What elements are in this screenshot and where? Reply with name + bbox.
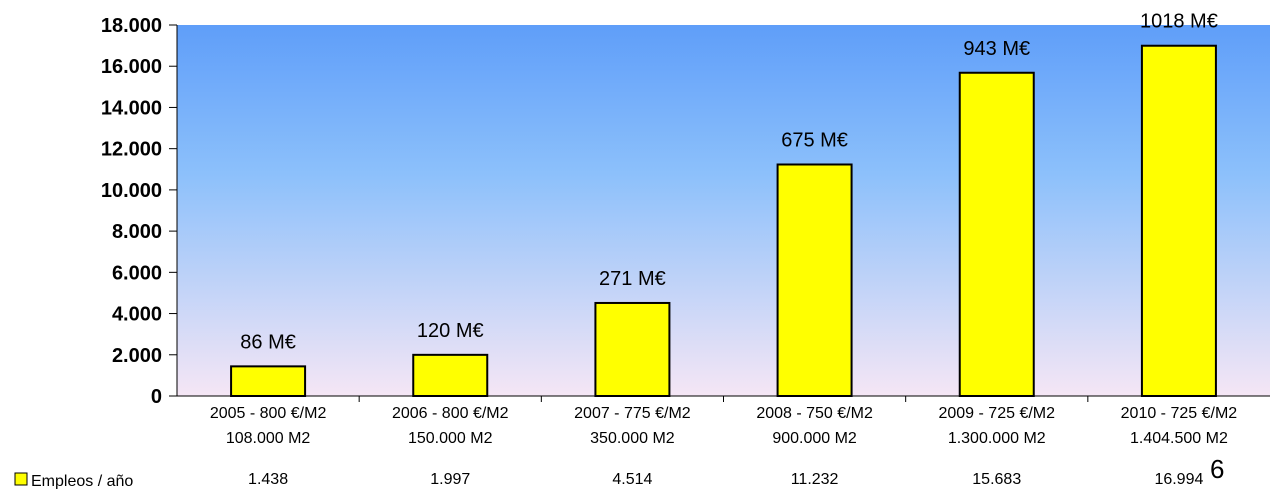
x-category-label: 2006 - 800 €/M2	[392, 405, 509, 422]
x-category-label: 1.300.000 M2	[948, 430, 1046, 447]
y-tick-label: 0	[151, 386, 162, 408]
x-category-label: 108.000 M2	[226, 430, 311, 447]
page-number: 6	[1210, 454, 1224, 484]
y-tick-label: 14.000	[101, 97, 162, 119]
y-tick-label: 6.000	[112, 262, 162, 284]
table-value: 1.438	[248, 471, 288, 488]
x-category-label: 2009 - 725 €/M2	[938, 405, 1055, 422]
data-label: 1018 M€	[1140, 11, 1218, 33]
bar	[412, 353, 489, 397]
y-tick-label: 2.000	[112, 345, 162, 367]
bar	[958, 71, 1035, 397]
y-tick-label: 12.000	[101, 139, 162, 161]
data-label: 120 M€	[417, 320, 484, 342]
x-category-label: 2007 - 775 €/M2	[574, 405, 691, 422]
data-label: 271 M€	[599, 268, 666, 290]
x-axis-labels: 2005 - 800 €/M2 108.000 M2 2006 - 800 €/M2…	[210, 396, 1237, 447]
x-category-label: 900.000 M2	[772, 430, 857, 447]
legend-swatch	[14, 472, 28, 486]
table-value: 4.514	[612, 471, 652, 488]
table-value: 1.997	[430, 471, 470, 488]
data-labels: 86 M€ 120 M€ 271 M€ 675 M€ 943 M€ 1018 M€	[240, 11, 1218, 354]
legend-table: Empleos / año	[14, 472, 133, 489]
y-tick-label: 16.000	[101, 56, 162, 78]
y-axis-ticks: 0 2.000 4.000 6.000 8.000 10.000 12.000 14.000 1…	[101, 15, 177, 408]
table-values: 1.438 1.997 4.514 11.232 15.683 16.994	[248, 471, 1203, 488]
table-value: 16.994	[1154, 471, 1203, 488]
x-category-label: 2008 - 750 €/M2	[756, 405, 873, 422]
x-category-label: 2010 - 725 €/M2	[1121, 405, 1238, 422]
x-category-label: 1.404.500 M2	[1130, 430, 1228, 447]
y-tick-label: 10.000	[101, 180, 162, 202]
data-label: 675 M€	[781, 129, 848, 151]
bar	[1140, 44, 1217, 398]
x-category-label: 150.000 M2	[408, 430, 493, 447]
x-category-label: 350.000 M2	[590, 430, 675, 447]
y-tick-label: 4.000	[112, 304, 162, 326]
legend-series-name: Empleos / año	[31, 473, 133, 489]
bar	[230, 365, 307, 398]
table-value: 15.683	[972, 471, 1021, 488]
bar	[776, 163, 853, 397]
y-tick-label: 8.000	[112, 221, 162, 243]
data-label: 943 M€	[963, 38, 1030, 60]
y-tick-label: 18.000	[101, 15, 162, 37]
bar	[594, 301, 671, 398]
x-category-label: 2005 - 800 €/M2	[210, 405, 327, 422]
table-value: 11.232	[791, 471, 839, 488]
plot-area	[177, 25, 1270, 396]
data-label: 86 M€	[240, 331, 296, 353]
